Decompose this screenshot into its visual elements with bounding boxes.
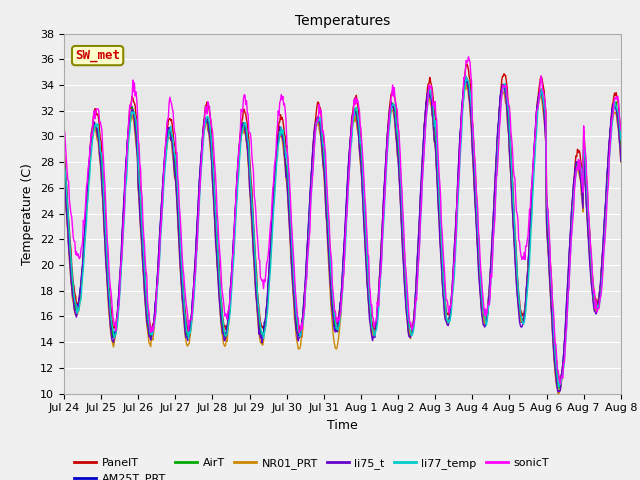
sonicT <box>60 126 68 132</box>
li75_t <box>182 335 190 341</box>
AirT <box>206 132 214 137</box>
AirT <box>443 319 451 325</box>
li77_temp <box>462 73 470 79</box>
li75_t <box>462 75 470 81</box>
AM25T_PRT <box>461 76 469 82</box>
AM25T_PRT <box>568 215 575 221</box>
NR01_PRT <box>617 159 625 165</box>
AM25T_PRT <box>334 325 342 331</box>
PanelT <box>463 61 471 67</box>
sonicT <box>557 381 564 386</box>
PanelT <box>617 129 625 134</box>
li77_temp <box>206 125 214 131</box>
li75_t <box>554 389 562 395</box>
PanelT <box>568 221 575 227</box>
AirT <box>556 386 564 392</box>
sonicT <box>617 127 625 132</box>
li77_temp <box>568 237 575 243</box>
NR01_PRT <box>568 222 575 228</box>
X-axis label: Time: Time <box>327 419 358 432</box>
sonicT <box>443 297 451 303</box>
PanelT <box>334 320 342 326</box>
li77_temp <box>334 327 342 333</box>
li77_temp <box>182 324 190 330</box>
NR01_PRT <box>182 339 190 345</box>
Line: li77_temp: li77_temp <box>64 76 621 387</box>
li77_temp <box>555 384 563 390</box>
sonicT <box>206 113 214 119</box>
Text: SW_met: SW_met <box>75 49 120 62</box>
li77_temp <box>443 316 451 322</box>
li75_t <box>617 158 625 164</box>
NR01_PRT <box>334 340 342 346</box>
li75_t <box>206 138 214 144</box>
sonicT <box>568 235 575 240</box>
NR01_PRT <box>463 82 471 87</box>
li75_t <box>443 321 451 326</box>
Line: AirT: AirT <box>64 78 621 389</box>
Line: NR01_PRT: NR01_PRT <box>64 84 621 395</box>
AirT <box>60 160 68 166</box>
PanelT <box>60 145 68 151</box>
AirT <box>568 225 575 231</box>
AirT <box>463 75 471 81</box>
Legend: PanelT, AM25T_PRT, AirT, NR01_PRT, li75_t, li77_temp, sonicT: PanelT, AM25T_PRT, AirT, NR01_PRT, li75_… <box>70 454 554 480</box>
PanelT <box>556 379 564 384</box>
sonicT <box>334 314 342 320</box>
PanelT <box>443 310 451 315</box>
AirT <box>334 329 342 335</box>
sonicT <box>182 301 190 307</box>
Line: PanelT: PanelT <box>64 64 621 382</box>
PanelT <box>182 318 190 324</box>
NR01_PRT <box>60 176 68 181</box>
AM25T_PRT <box>60 169 68 175</box>
Line: AM25T_PRT: AM25T_PRT <box>64 79 621 388</box>
NR01_PRT <box>388 107 396 113</box>
Line: li75_t: li75_t <box>64 78 621 392</box>
NR01_PRT <box>554 392 562 397</box>
li77_temp <box>60 152 68 158</box>
sonicT <box>465 54 472 60</box>
NR01_PRT <box>206 144 214 150</box>
li75_t <box>60 172 68 178</box>
li75_t <box>568 210 575 216</box>
li77_temp <box>388 102 396 108</box>
AM25T_PRT <box>182 326 190 332</box>
li77_temp <box>617 137 625 143</box>
AM25T_PRT <box>388 102 396 108</box>
AirT <box>617 145 625 151</box>
Y-axis label: Temperature (C): Temperature (C) <box>22 163 35 264</box>
Line: sonicT: sonicT <box>64 57 621 384</box>
AirT <box>388 100 396 106</box>
NR01_PRT <box>443 320 451 325</box>
AirT <box>182 324 190 330</box>
AM25T_PRT <box>556 385 564 391</box>
sonicT <box>388 92 396 97</box>
AM25T_PRT <box>206 136 214 142</box>
li75_t <box>388 104 396 110</box>
Title: Temperatures: Temperatures <box>295 14 390 28</box>
li75_t <box>334 326 342 332</box>
AM25T_PRT <box>443 318 451 324</box>
PanelT <box>206 114 214 120</box>
AM25T_PRT <box>617 151 625 157</box>
PanelT <box>388 91 396 96</box>
